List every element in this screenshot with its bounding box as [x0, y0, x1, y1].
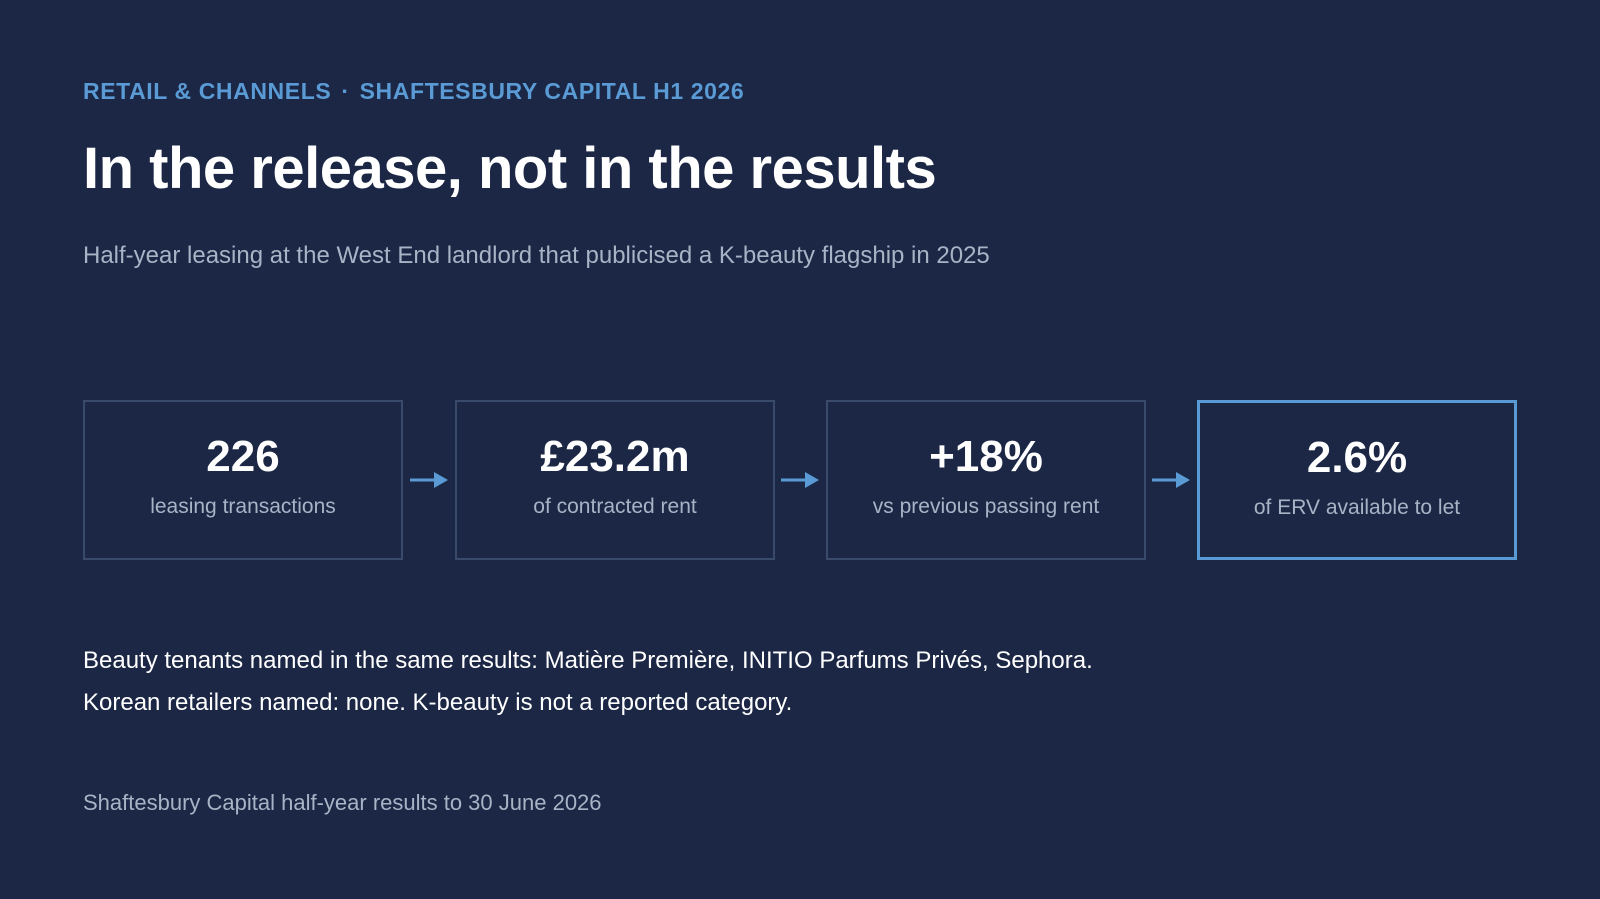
page-subtitle: Half-year leasing at the West End landlo… — [83, 242, 990, 269]
kicker-section: RETAIL & CHANNELS — [83, 78, 332, 104]
body-line-korean-retailers: Korean retailers named: none. K-beauty i… — [83, 689, 793, 716]
stats-flow: 226 leasing transactions £23.2m of contr… — [83, 400, 1519, 560]
page-title: In the release, not in the results — [83, 136, 937, 201]
stat-value: 2.6% — [1306, 433, 1408, 482]
stat-value: £23.2m — [540, 432, 690, 481]
body-text: Beauty tenants named in the same results… — [83, 640, 1093, 724]
stat-card-erv-available: 2.6% of ERV available to let — [1197, 400, 1517, 560]
stat-label: of ERV available to let — [1253, 496, 1461, 519]
stat-card-rent-growth: +18% vs previous passing rent — [826, 400, 1146, 560]
stat-value: +18% — [929, 432, 1043, 481]
source-note: Shaftesbury Capital half-year results to… — [83, 790, 602, 815]
stat-label: of contracted rent — [533, 495, 697, 518]
kicker-report: SHAFTESBURY CAPITAL H1 2026 — [359, 78, 745, 104]
stat-card-contracted-rent: £23.2m of contracted rent — [455, 400, 775, 560]
stat-label: vs previous passing rent — [872, 495, 1100, 518]
body-line-beauty-tenants: Beauty tenants named in the same results… — [83, 647, 1093, 674]
arrow-right-icon — [410, 472, 448, 488]
stat-value: 226 — [206, 432, 280, 481]
kicker-separator: · — [341, 78, 350, 104]
arrow-right-icon — [781, 472, 819, 488]
stat-card-transactions: 226 leasing transactions — [83, 400, 403, 560]
kicker: RETAIL & CHANNELS · SHAFTESBURY CAPITAL H1… — [83, 78, 744, 105]
stat-label: leasing transactions — [150, 495, 336, 518]
arrow-right-icon — [1152, 472, 1190, 488]
